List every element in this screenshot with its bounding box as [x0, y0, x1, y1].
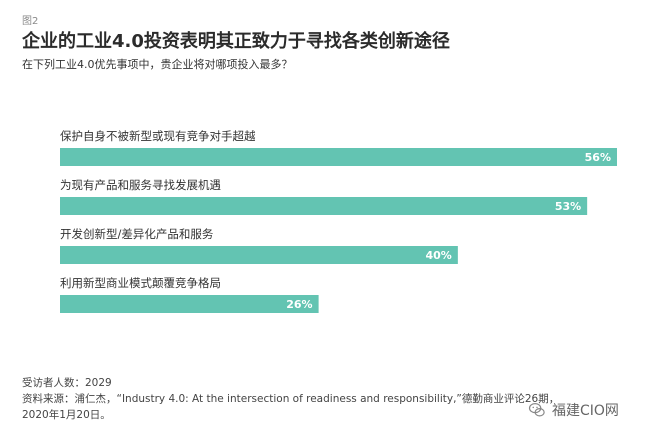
respondents-note: 受访者人数：2029 — [22, 377, 112, 389]
source-note-line2: 2020年1月20日。 — [22, 409, 111, 421]
category-label: 开发创新型/差异化产品和服务 — [60, 227, 214, 241]
value-label: 56% — [585, 151, 611, 164]
chart-subtitle: 在下列工业4.0优先事项中，贵企业将对哪项投入最多？ — [22, 58, 293, 71]
bar — [60, 295, 319, 313]
value-label: 26% — [286, 298, 312, 311]
category-label: 保护自身不被新型或现有竞争对手超越 — [60, 129, 256, 143]
category-label: 为现有产品和服务寻找发展机遇 — [60, 178, 221, 192]
figure-label: 图2 — [22, 16, 39, 27]
wechat-icon — [528, 403, 545, 417]
category-label: 利用新型商业模式颠覆竞争格局 — [60, 276, 221, 290]
watermark-text: 福建CIO网 — [552, 403, 619, 419]
bar — [60, 148, 617, 166]
chart-title: 企业的工业4.0投资表明其正致力于寻找各类创新途径 — [22, 31, 450, 52]
bar — [60, 246, 458, 264]
bar — [60, 197, 588, 215]
source-note-line1: 资料来源：浦仁杰，“Industry 4.0: At the intersect… — [22, 393, 560, 405]
watermark: 福建CIO网 — [528, 400, 619, 420]
value-label: 40% — [426, 249, 452, 262]
bar-chart: 保护自身不被新型或现有竞争对手超越 56% 为现有产品和服务寻找发展机遇 53% 开发创… — [60, 129, 617, 313]
value-label: 53% — [555, 200, 581, 213]
